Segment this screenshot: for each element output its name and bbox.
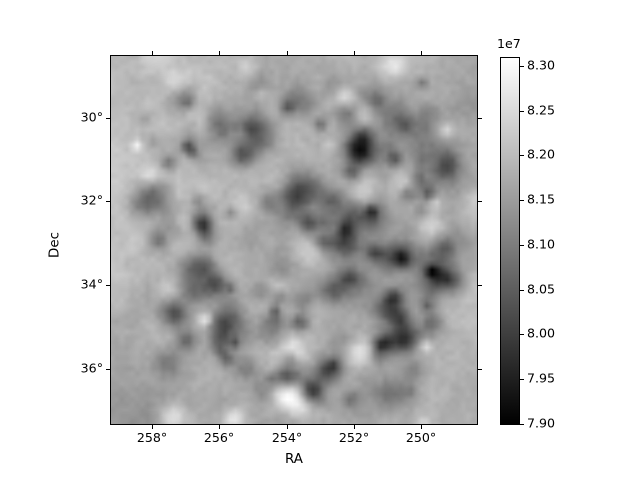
colorbar <box>500 57 520 425</box>
colorbar-tick <box>520 245 524 247</box>
colorbar-tick <box>520 66 524 68</box>
colorbar-offset-text: 1e7 <box>497 36 521 51</box>
colorbar-tick <box>520 379 524 381</box>
x-tick-bottom <box>354 425 356 429</box>
x-tick-bottom <box>287 425 289 429</box>
x-tick-top <box>219 51 221 55</box>
image-axes <box>110 55 478 425</box>
colorbar-tick <box>520 290 524 292</box>
colorbar-tick <box>520 155 524 157</box>
y-tick-label: 30° <box>80 109 103 125</box>
colorbar-tick-label: 8.20 <box>527 146 556 162</box>
x-tick-label: 256° <box>203 430 235 445</box>
x-tick-bottom <box>219 425 221 429</box>
colorbar-gradient <box>501 58 519 424</box>
colorbar-tick <box>520 200 524 202</box>
x-tick-top <box>152 51 154 55</box>
y-tick-left <box>106 369 110 371</box>
colorbar-tick-label: 8.05 <box>527 281 556 297</box>
x-tick-label: 252° <box>338 430 370 445</box>
colorbar-tick-label: 7.95 <box>527 370 556 386</box>
x-axis-label: RA <box>285 452 303 467</box>
x-tick-top <box>421 51 423 55</box>
y-tick-right <box>478 285 482 287</box>
colorbar-tick <box>520 334 524 336</box>
y-tick-label: 32° <box>80 192 103 208</box>
y-tick-left <box>106 201 110 203</box>
y-tick-right <box>478 369 482 371</box>
colorbar-tick <box>520 424 524 426</box>
y-tick-right <box>478 201 482 203</box>
y-tick-label: 34° <box>80 276 103 292</box>
x-tick-bottom <box>421 425 423 429</box>
y-axis-label: Dec <box>47 232 63 258</box>
colorbar-tick-label: 8.25 <box>527 102 556 118</box>
x-tick-bottom <box>152 425 154 429</box>
colorbar-tick-label: 8.00 <box>527 325 556 341</box>
colorbar-tick-label: 7.90 <box>527 415 556 431</box>
x-tick-top <box>287 51 289 55</box>
y-tick-right <box>478 118 482 120</box>
colorbar-tick-label: 8.10 <box>527 236 556 252</box>
sky-map-image <box>111 56 477 424</box>
x-tick-label: 254° <box>271 430 303 445</box>
colorbar-tick-label: 8.30 <box>527 57 556 73</box>
x-tick-top <box>354 51 356 55</box>
y-tick-label: 36° <box>80 360 103 376</box>
y-tick-left <box>106 118 110 120</box>
x-tick-label: 258° <box>136 430 168 445</box>
x-tick-label: 250° <box>405 430 437 445</box>
y-tick-left <box>106 285 110 287</box>
colorbar-tick-label: 8.15 <box>527 191 556 207</box>
colorbar-tick <box>520 111 524 113</box>
